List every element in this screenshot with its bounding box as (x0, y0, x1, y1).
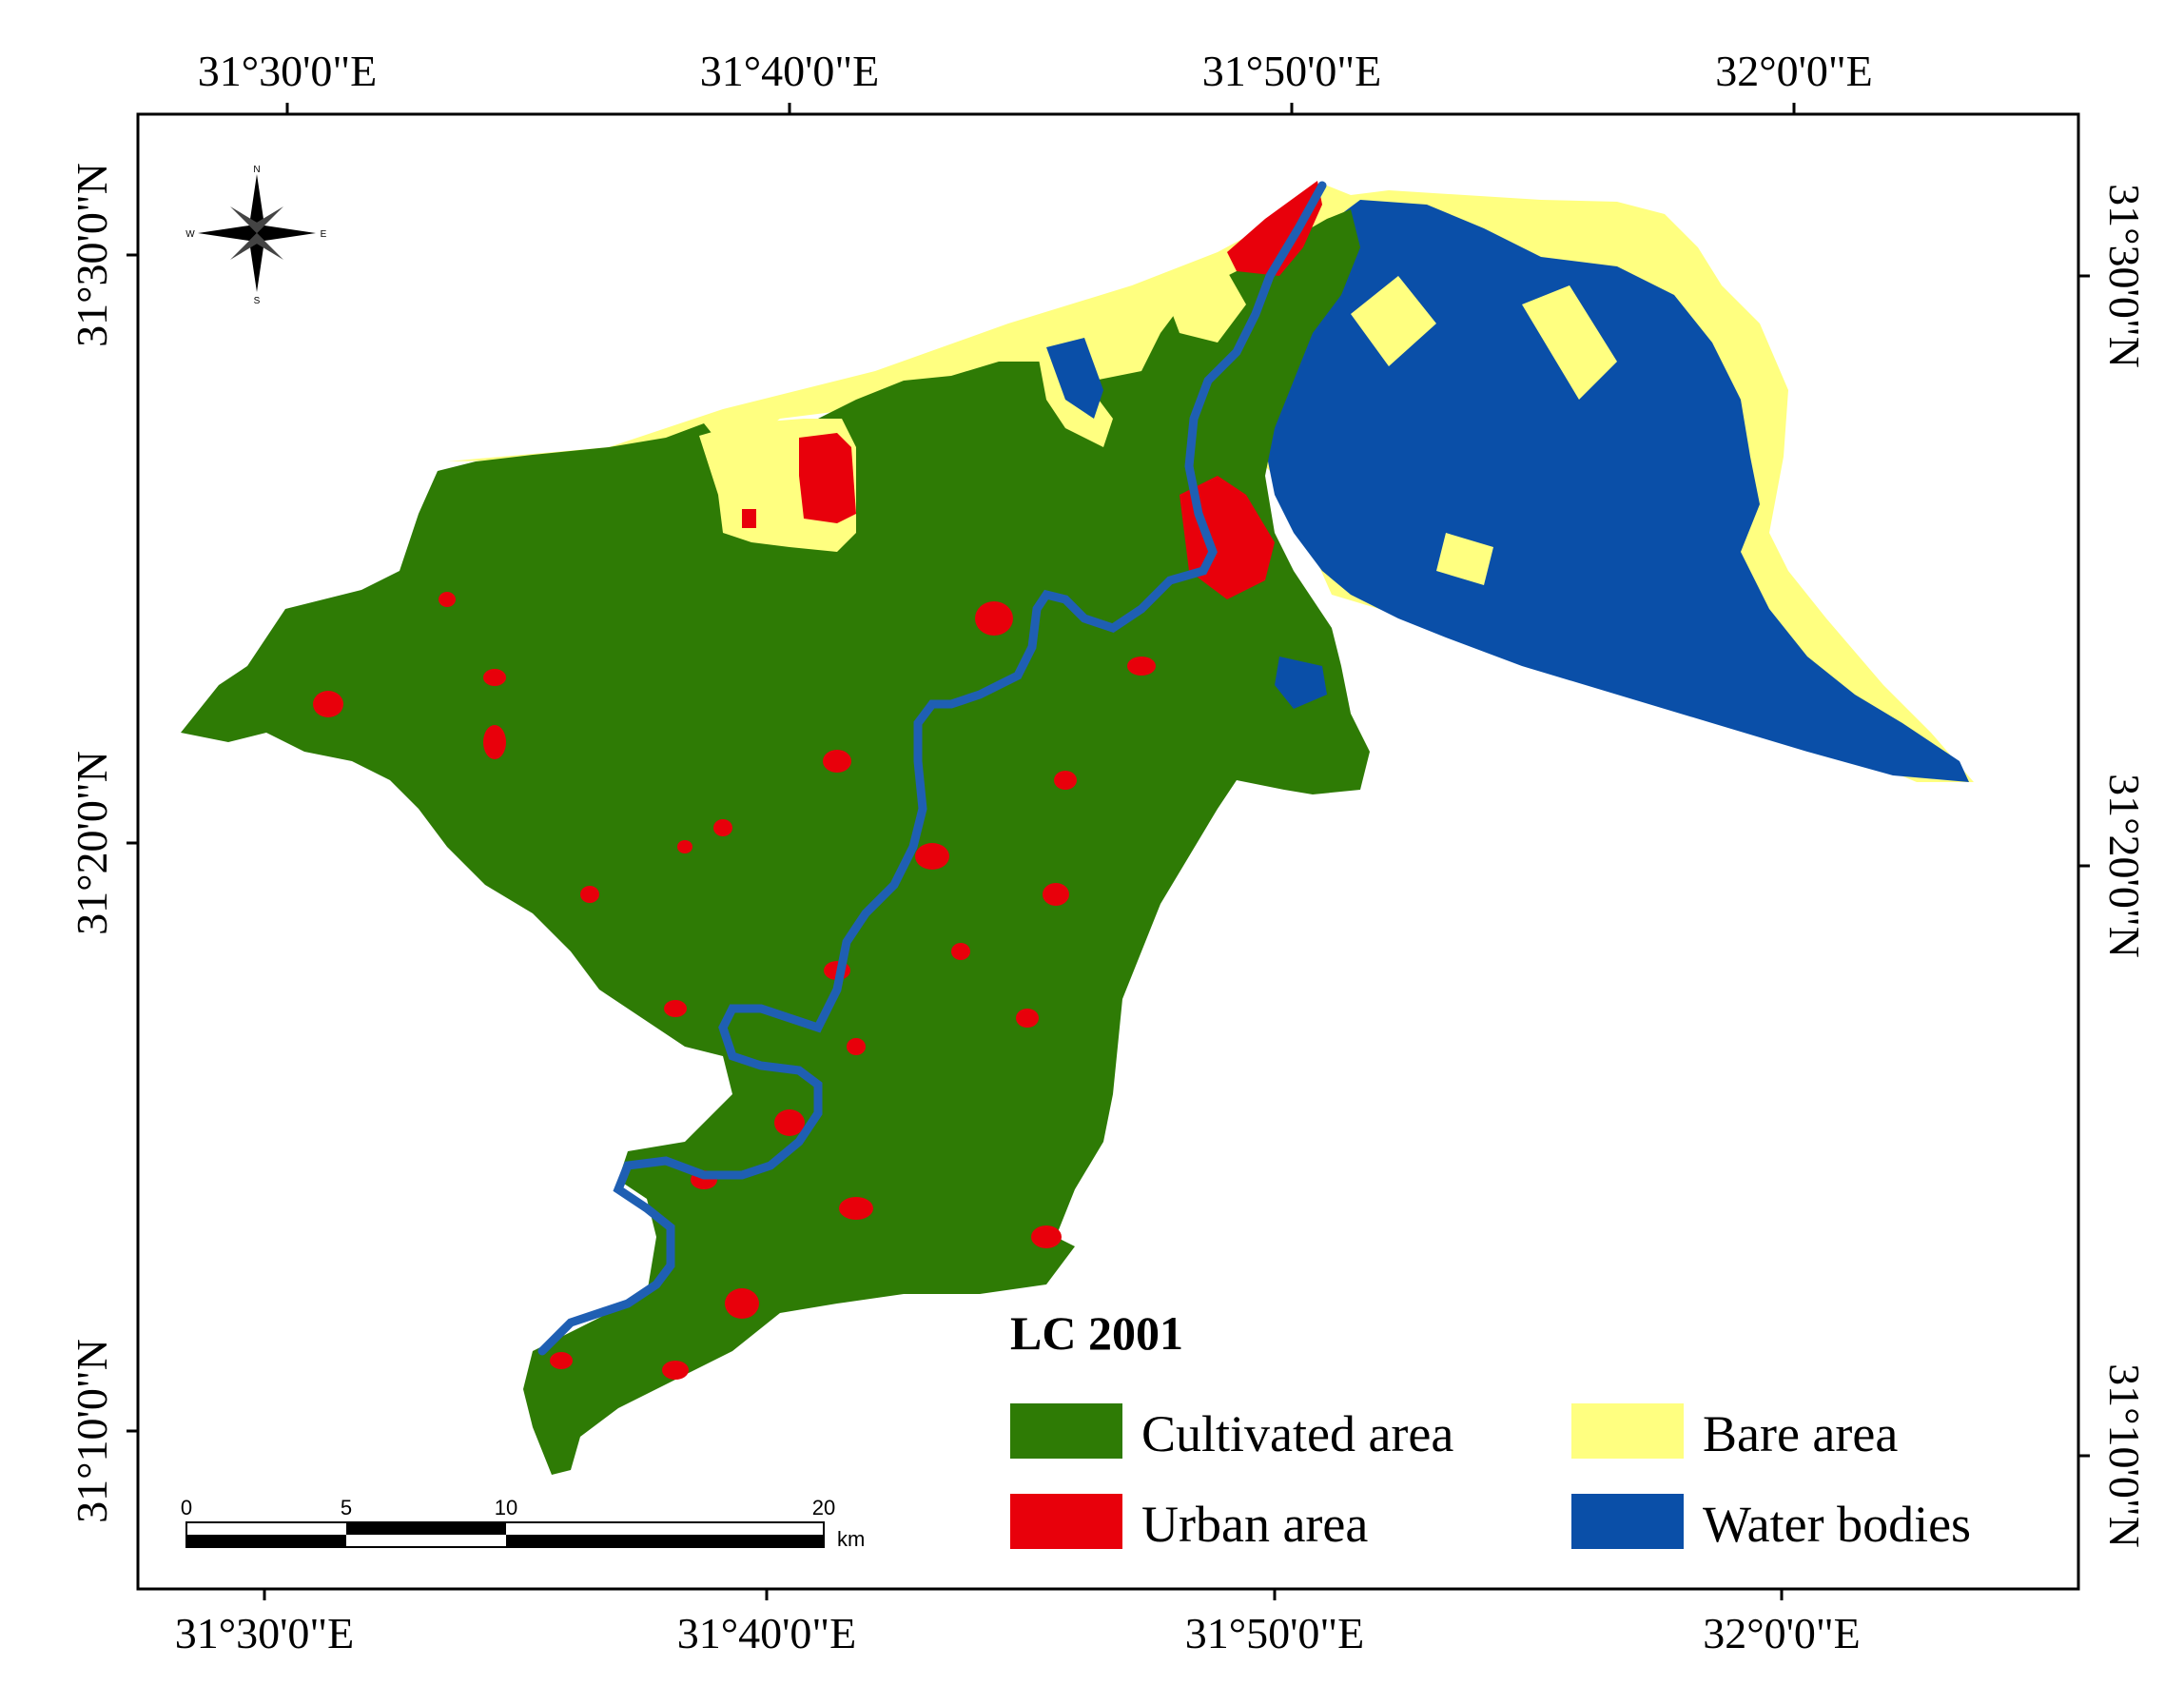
compass-e-label: E (321, 229, 327, 240)
compass-s-point (249, 233, 264, 292)
legend-swatch-water (1571, 1494, 1684, 1549)
top-tick-label: 32°0'0"E (1715, 47, 1873, 95)
compass-sw-point (230, 233, 259, 260)
legend-swatch-bare (1571, 1403, 1684, 1459)
legend-label-urban: Urban area (1141, 1496, 1368, 1553)
urban-patch (550, 1352, 573, 1369)
legend-label-cultivated: Cultivated area (1141, 1405, 1453, 1462)
compass-se-point (255, 233, 283, 260)
water-body-patch (1046, 338, 1103, 419)
urban-patch (313, 691, 343, 717)
scale-segment (346, 1522, 506, 1535)
bottom-axis-labels: 31°30'0"E 31°40'0"E 31°50'0"E 32°0'0"E (175, 1609, 1861, 1657)
legend: LC 2001 Cultivated area Urban area Bare … (1010, 1306, 1971, 1553)
urban-patch (483, 725, 506, 759)
scale-bar: 0 5 10 20 km (181, 1496, 865, 1551)
scale-label: 0 (181, 1496, 192, 1519)
left-axis-labels: 31°30'0"N 31°20'0"N 31°10'0"N (68, 163, 116, 1523)
bottom-tick-label: 31°50'0"E (1185, 1609, 1365, 1657)
urban-patch (823, 750, 851, 773)
urban-patch (483, 669, 506, 686)
top-axis-labels: 31°30'0"E 31°40'0"E 31°50'0"E 32°0'0"E (198, 47, 1873, 95)
water-body-patch (1275, 657, 1327, 709)
urban-patch (664, 1000, 687, 1017)
urban-patch (1031, 1225, 1062, 1248)
scale-label: 5 (341, 1496, 352, 1519)
water-body-lagoon (1265, 200, 1969, 782)
legend-swatch-urban (1010, 1494, 1122, 1549)
bare-area-patch (1165, 271, 1246, 343)
urban-patch (1127, 657, 1156, 676)
urban-patch (580, 886, 599, 903)
urban-patch (677, 840, 692, 853)
right-axis-labels: 31°30'0"N 31°20'0"N 31°10'0"N (2100, 184, 2149, 1548)
urban-patches (313, 181, 1322, 1380)
bare-area-patch (1351, 276, 1436, 366)
compass-n-label: N (253, 165, 260, 175)
scale-segment (506, 1535, 824, 1547)
urban-patch (725, 1288, 759, 1319)
urban-patch (847, 1038, 866, 1055)
urban-patch (662, 1361, 689, 1380)
legend-label-bare: Bare area (1703, 1405, 1898, 1462)
river (537, 181, 1327, 1356)
urban-patch (1043, 883, 1069, 906)
top-tick-label: 31°50'0"E (1202, 47, 1382, 95)
top-tick-label: 31°40'0"E (700, 47, 880, 95)
urban-patch (439, 592, 456, 607)
legend-swatch-cultivated (1010, 1403, 1122, 1459)
scale-label: 10 (495, 1496, 517, 1519)
scale-segment (186, 1535, 346, 1547)
compass-w-label: W (185, 229, 195, 240)
bare-area-patch (1436, 533, 1493, 585)
urban-patch (1227, 181, 1322, 276)
urban-patch (951, 943, 970, 960)
cultivated-area (181, 209, 1370, 1475)
compass-s-label: S (254, 296, 261, 306)
left-tick-label: 31°20'0"N (68, 751, 116, 935)
bottom-tick-label: 32°0'0"E (1703, 1609, 1861, 1657)
scale-unit: km (837, 1527, 865, 1551)
left-tick-label: 31°30'0"N (68, 163, 116, 347)
compass-n-point (249, 174, 264, 233)
urban-patch (799, 433, 856, 523)
land-cover-layer (181, 181, 1974, 1475)
compass-e-point (257, 225, 316, 241)
compass-ne-point (255, 206, 283, 233)
compass-w-point (198, 225, 257, 241)
legend-title: LC 2001 (1010, 1306, 1183, 1360)
right-tick-label: 31°20'0"N (2100, 774, 2149, 958)
legend-label-water: Water bodies (1703, 1496, 1971, 1553)
bottom-tick-label: 31°30'0"E (175, 1609, 355, 1657)
urban-patch (839, 1197, 873, 1220)
urban-patch (915, 843, 949, 870)
north-arrow: N S E W (185, 165, 326, 306)
scale-label: 20 (812, 1496, 835, 1519)
urban-patch (975, 601, 1013, 636)
top-tick-label: 31°30'0"E (198, 47, 378, 95)
urban-patch (1016, 1009, 1039, 1028)
bare-area-patch (1522, 285, 1617, 400)
right-tick-label: 31°30'0"N (2100, 184, 2149, 368)
urban-patch (774, 1109, 805, 1136)
bottom-tick-label: 31°40'0"E (677, 1609, 857, 1657)
grid-ticks (127, 103, 2090, 1600)
right-tick-label: 31°10'0"N (2100, 1363, 2149, 1548)
compass-nw-point (230, 206, 259, 233)
urban-patch (713, 819, 732, 836)
urban-patch (742, 509, 756, 528)
urban-patch (1054, 771, 1077, 790)
left-tick-label: 31°10'0"N (68, 1339, 116, 1523)
